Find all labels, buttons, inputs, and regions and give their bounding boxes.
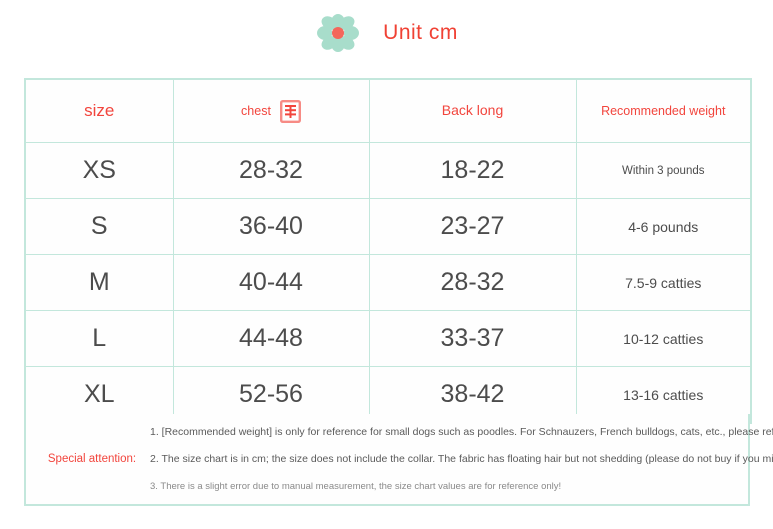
- cell-weight: 13-16 catties: [575, 366, 752, 424]
- special-attention-label: Special attention:: [47, 453, 137, 465]
- column-header-recommended-weight: Recommended weight: [575, 78, 752, 143]
- cell-chest: 40-44: [172, 254, 370, 311]
- unit-label: Unit cm: [383, 21, 458, 44]
- cell-chest: 28-32: [172, 142, 370, 199]
- note-line-2: 2. The size chart is in cm; the size doe…: [150, 452, 773, 465]
- flower-icon: [317, 14, 360, 52]
- cell-chest: 36-40: [172, 198, 370, 255]
- cell-chest: 52-56: [172, 366, 370, 424]
- table-row: M 40-44 28-32 7.5-9 catties: [24, 254, 752, 311]
- cell-size: XS: [24, 142, 174, 199]
- column-header-size: size: [24, 78, 174, 143]
- notes-list: 1. [Recommended weight] is only for refe…: [150, 419, 773, 500]
- cell-back: 33-37: [368, 310, 577, 367]
- column-header-recommended-weight-label: Recommended weight: [601, 104, 726, 118]
- note-line-1: 1. [Recommended weight] is only for refe…: [150, 425, 773, 438]
- cell-chest: 44-48: [172, 310, 370, 367]
- cell-size: M: [24, 254, 174, 311]
- ruler-icon: [279, 99, 301, 123]
- header-row: size chest Back lon: [24, 78, 752, 143]
- column-header-back-long: Back long: [368, 78, 577, 143]
- size-chart-table: size chest Back lon: [24, 78, 752, 424]
- cell-weight: Within 3 pounds: [575, 142, 752, 199]
- column-header-back-long-label: Back long: [441, 102, 504, 118]
- table-row: S 36-40 23-27 4-6 pounds: [24, 198, 752, 255]
- table-row: XL 52-56 38-42 13-16 catties: [24, 366, 752, 424]
- cell-weight: 4-6 pounds: [575, 198, 752, 255]
- cell-back: 38-42: [368, 366, 577, 424]
- column-header-size-label: size: [84, 101, 115, 120]
- cell-back: 18-22: [368, 142, 577, 199]
- column-header-chest-label: chest: [241, 104, 271, 118]
- cell-back: 28-32: [368, 254, 577, 311]
- cell-back: 23-27: [368, 198, 577, 255]
- title-row: Unit cm: [0, 8, 773, 58]
- cell-weight: 10-12 catties: [575, 310, 752, 367]
- column-header-chest: chest: [172, 78, 370, 143]
- cell-size: S: [24, 198, 174, 255]
- special-attention-section: Special attention: 1. [Recommended weigh…: [24, 414, 773, 506]
- note-line-3: 3. There is a slight error due to manual…: [150, 480, 562, 492]
- cell-size: L: [24, 310, 174, 367]
- table-header: size chest Back lon: [24, 78, 752, 143]
- table-row: L 44-48 33-37 10-12 catties: [24, 310, 752, 367]
- cell-weight: 7.5-9 catties: [575, 254, 752, 311]
- cell-size: XL: [24, 366, 174, 424]
- table-body: XS 28-32 18-22 Within 3 pounds S 36-40 2…: [24, 142, 752, 424]
- table-row: XS 28-32 18-22 Within 3 pounds: [24, 142, 752, 199]
